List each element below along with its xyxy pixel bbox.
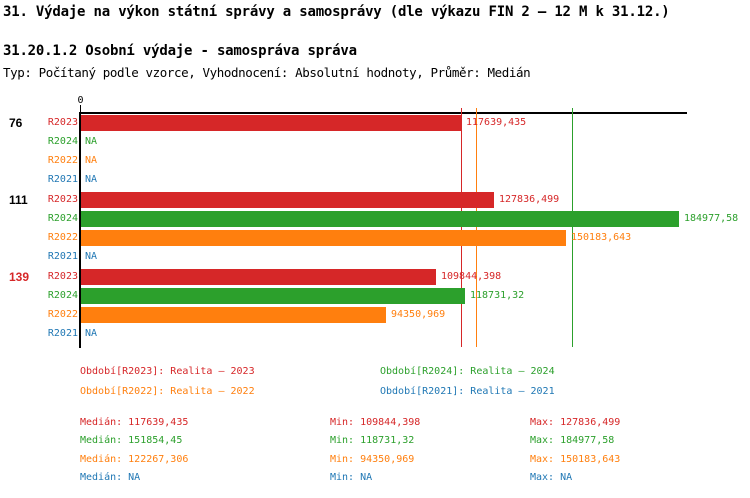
value-label-139-r2023: 109844,398 bbox=[441, 271, 502, 282]
legend-item-r2021: Období[R2021]: Realita – 2021 bbox=[380, 386, 555, 397]
stat-max-r2022: Max: 150183,643 bbox=[530, 454, 621, 465]
series-label-r2024: R2024 bbox=[47, 213, 78, 224]
series-label-r2022: R2022 bbox=[47, 309, 78, 320]
page-title: 31. Výdaje na výkon státní správy a samo… bbox=[3, 4, 670, 20]
stat-min-r2022: Min: 94350,969 bbox=[330, 454, 415, 465]
series-label-r2023: R2023 bbox=[47, 117, 78, 128]
bar-76-r2023 bbox=[81, 115, 461, 131]
bar-139-r2023 bbox=[81, 269, 436, 285]
stat-median-r2024: Medián: 151854,45 bbox=[80, 435, 183, 446]
axis-line-horizontal bbox=[80, 112, 687, 114]
stat-max-r2021: Max: NA bbox=[530, 472, 573, 483]
stats-row-r2023: Medián: 117639,435 Min: 109844,398 Max: … bbox=[0, 417, 750, 429]
bar-111-r2022 bbox=[81, 230, 566, 246]
bar-139-r2024 bbox=[81, 288, 465, 304]
stat-min-r2024: Min: 118731,32 bbox=[330, 435, 415, 446]
stats-row-r2022: Medián: 122267,306 Min: 94350,969 Max: 1… bbox=[0, 454, 750, 466]
stat-max-r2023: Max: 127836,499 bbox=[530, 417, 621, 428]
median-line-r2024 bbox=[572, 108, 573, 347]
na-label-76-r2024: NA bbox=[85, 136, 98, 147]
series-label-r2022: R2022 bbox=[47, 232, 78, 243]
chart-plot: 0 76 R2023 117639,435 R2024 NA R2022 NA R2021 NA… bbox=[9, 95, 739, 348]
indicator-meta: Typ: Počítaný podle vzorce, Vyhodnocení:… bbox=[3, 65, 531, 80]
value-label-139-r2022: 94350,969 bbox=[391, 309, 446, 320]
value-label-76-r2023: 117639,435 bbox=[466, 117, 527, 128]
group-label-111: 111 bbox=[9, 193, 28, 207]
na-label-139-r2021: NA bbox=[85, 328, 98, 339]
series-label-r2023: R2023 bbox=[47, 271, 78, 282]
stat-min-r2021: Min: NA bbox=[330, 472, 373, 483]
stats-row-r2024: Medián: 151854,45 Min: 118731,32 Max: 18… bbox=[0, 435, 750, 447]
value-label-111-r2023: 127836,499 bbox=[499, 194, 560, 205]
stat-max-r2024: Max: 184977,58 bbox=[530, 435, 615, 446]
median-line-r2022 bbox=[476, 108, 477, 347]
group-label-139: 139 bbox=[9, 270, 30, 284]
legend-item-r2024: Období[R2024]: Realita – 2024 bbox=[380, 366, 555, 377]
axis-line-vertical bbox=[79, 112, 81, 348]
series-label-r2022: R2022 bbox=[47, 155, 78, 166]
value-label-111-r2022: 150183,643 bbox=[571, 232, 632, 243]
median-line-r2023 bbox=[461, 108, 462, 347]
series-label-r2021: R2021 bbox=[47, 174, 78, 185]
axis-zero-label: 0 bbox=[77, 95, 84, 106]
na-label-76-r2021: NA bbox=[85, 174, 98, 185]
axis-zero-tick bbox=[80, 105, 81, 112]
legend-item-r2023: Období[R2023]: Realita – 2023 bbox=[80, 366, 255, 377]
group-label-76: 76 bbox=[9, 116, 23, 130]
stat-min-r2023: Min: 109844,398 bbox=[330, 417, 421, 428]
series-label-r2023: R2023 bbox=[47, 194, 78, 205]
stat-median-r2021: Medián: NA bbox=[80, 472, 141, 483]
stats-row-r2021: Medián: NA Min: NA Max: NA bbox=[0, 472, 750, 484]
bar-111-r2023 bbox=[81, 192, 494, 208]
bar-111-r2024 bbox=[81, 211, 679, 227]
bar-139-r2022 bbox=[81, 307, 386, 323]
value-label-111-r2024: 184977,58 bbox=[684, 213, 739, 224]
na-label-76-r2022: NA bbox=[85, 155, 98, 166]
series-label-r2021: R2021 bbox=[47, 251, 78, 262]
legend-item-r2022: Období[R2022]: Realita – 2022 bbox=[80, 386, 255, 397]
series-label-r2024: R2024 bbox=[47, 136, 78, 147]
indicator-title: 31.20.1.2 Osobní výdaje - samospráva spr… bbox=[3, 43, 357, 59]
na-label-111-r2021: NA bbox=[85, 251, 98, 262]
series-label-r2024: R2024 bbox=[47, 290, 78, 301]
series-label-r2021: R2021 bbox=[47, 328, 78, 339]
stat-median-r2023: Medián: 117639,435 bbox=[80, 417, 189, 428]
value-label-139-r2024: 118731,32 bbox=[470, 290, 525, 301]
stat-median-r2022: Medián: 122267,306 bbox=[80, 454, 189, 465]
